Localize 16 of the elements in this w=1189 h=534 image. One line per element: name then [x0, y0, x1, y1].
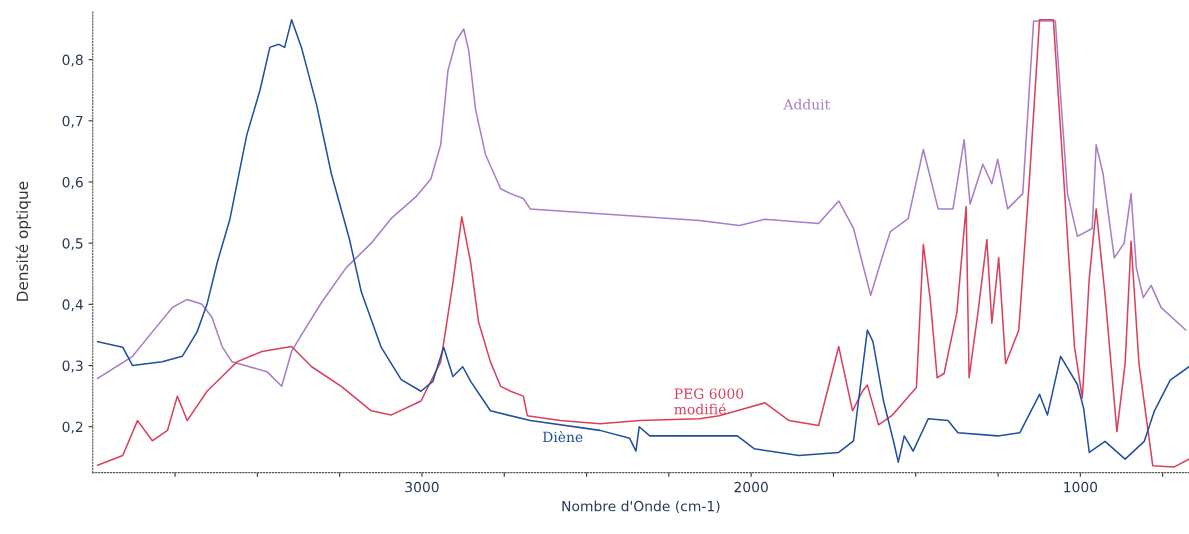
x-tick-label: 2000 [734, 481, 768, 493]
text: Adduit [783, 98, 831, 110]
line-series [96, 20, 1187, 388]
y-tick-label: 0,8 [62, 54, 83, 67]
y-axis-title: Densité optique [15, 181, 32, 301]
x-tick-label: 3000 [405, 481, 439, 493]
y-tick-label: 0,5 [62, 238, 83, 251]
x-tick-label: 1000 [1064, 481, 1098, 493]
y-tick-label: 0,2 [62, 421, 83, 434]
y-tick-label: 0,4 [62, 299, 83, 312]
x-axis-title: Nombre d'Onde (cm-1) [562, 500, 720, 513]
series-label: PEG 6000 modifié [674, 388, 744, 415]
y-tick-label: 0,7 [62, 115, 83, 128]
series-label: Diène [542, 430, 583, 443]
y-tick-label: 0,3 [62, 360, 83, 373]
y-tick-label: 0,6 [62, 176, 83, 189]
